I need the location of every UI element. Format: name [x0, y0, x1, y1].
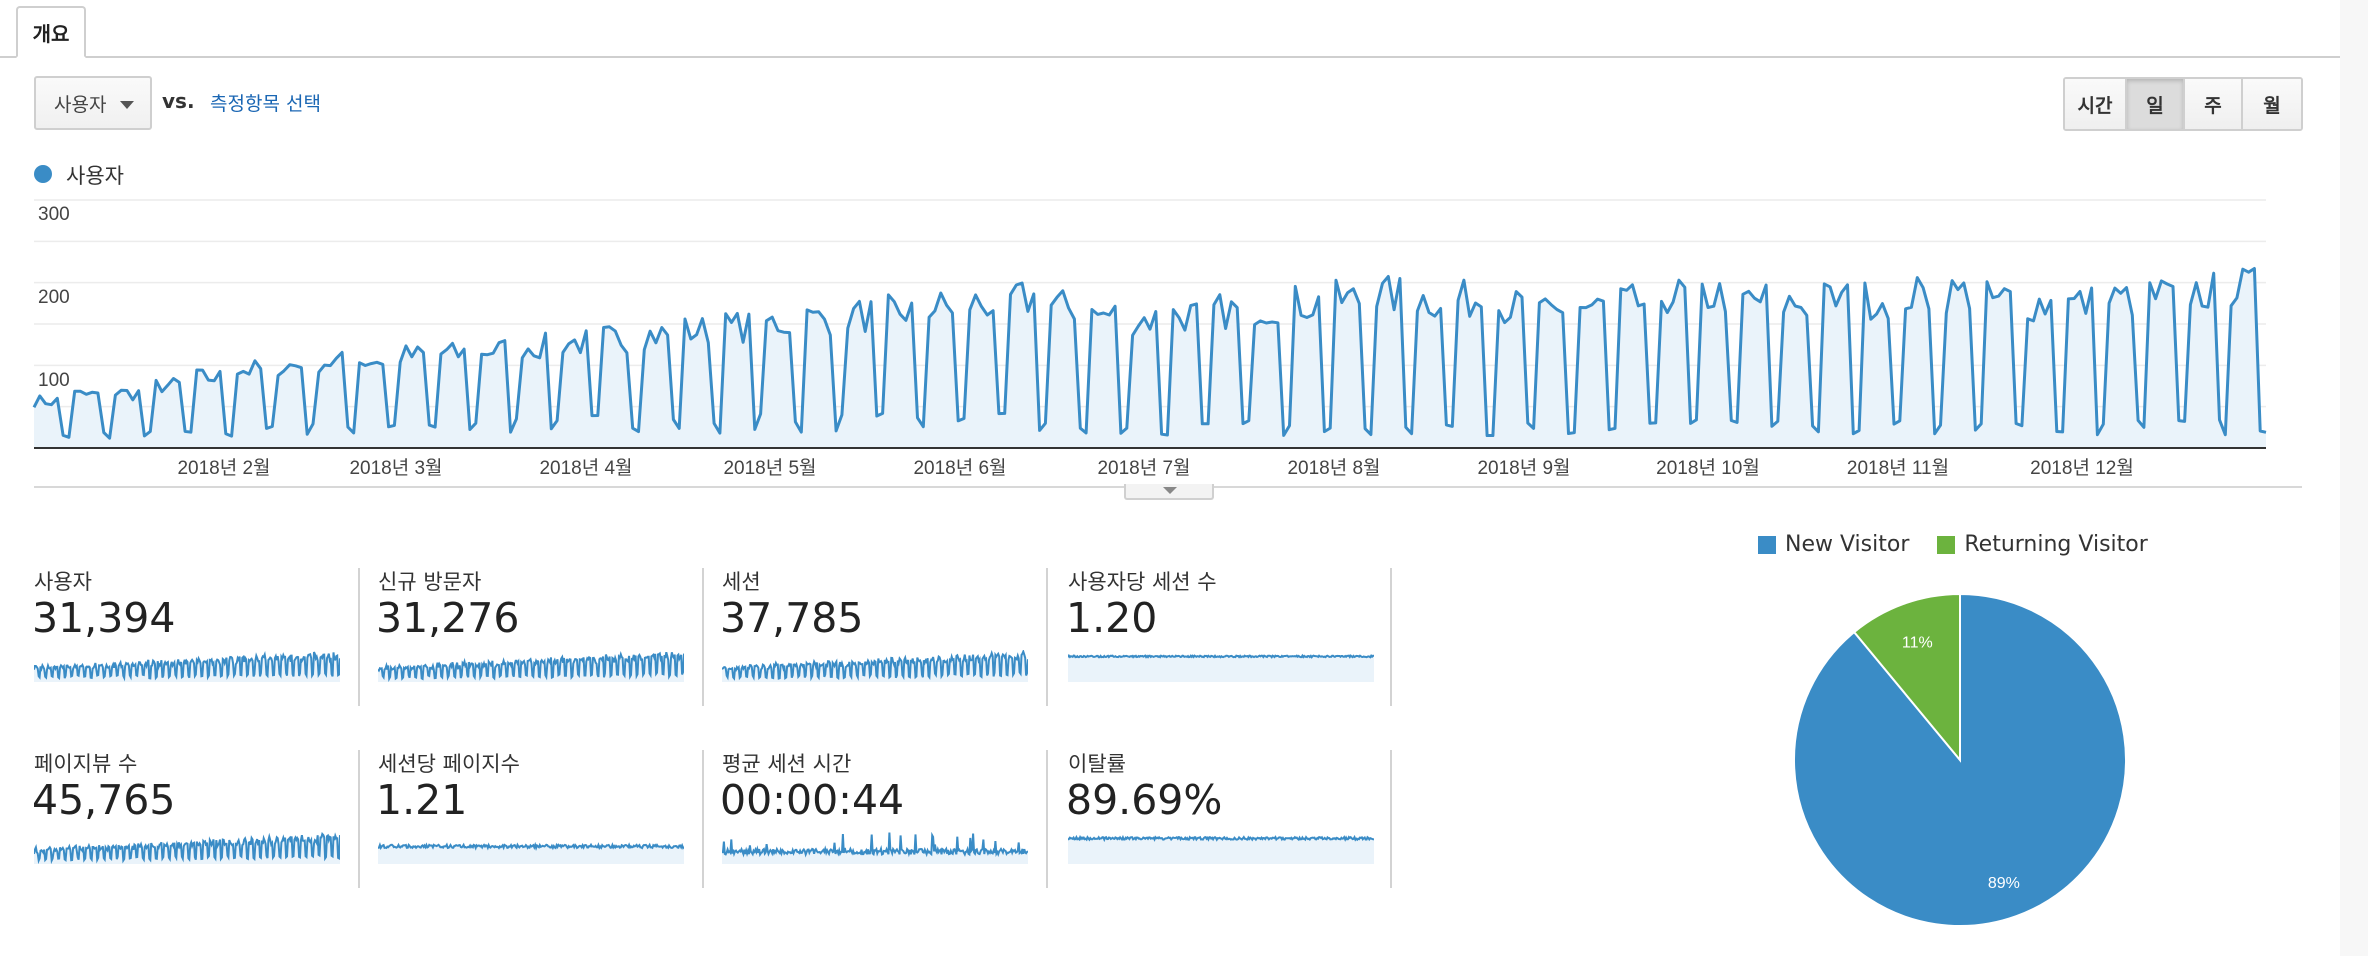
tab-bar: 개요 — [0, 0, 2340, 58]
x-tick-oct: 2018년 10월 — [1656, 457, 1760, 479]
sparkline-line — [722, 650, 1028, 682]
metric-value: 37,785 — [720, 594, 864, 642]
vs-label: vs. — [162, 89, 195, 113]
legend-label-returning-visitor: Returning Visitor — [1964, 532, 2148, 557]
card-divider — [702, 568, 704, 706]
y-tick-labels: 300 200 100 — [38, 204, 70, 391]
sparkline-area — [1068, 837, 1374, 864]
x-tick-mar: 2018년 3월 — [349, 457, 442, 479]
metric-title: 사용자당 세션 수 — [1068, 570, 1217, 594]
metric-value: 89.69% — [1066, 776, 1223, 824]
metric-title: 세션당 페이지수 — [378, 752, 520, 776]
metric-sparkline — [34, 832, 340, 864]
legend-swatch-returning-visitor — [1937, 535, 1956, 554]
sparkline-line — [1068, 834, 1374, 843]
x-tick-nov: 2018년 11월 — [1847, 457, 1949, 479]
sparkline-line — [34, 650, 340, 682]
chart-collapse-handle[interactable] — [1124, 484, 1214, 500]
y-tick-300: 300 — [38, 204, 70, 225]
sparkline-line — [378, 841, 684, 851]
page-scroll-gutter — [2340, 0, 2368, 956]
metric-select-label: 사용자 — [54, 93, 107, 116]
metric-sparkline — [722, 832, 1028, 864]
card-divider — [358, 568, 360, 706]
period-day-button[interactable]: 일 — [2125, 79, 2183, 129]
tab-overview[interactable]: 개요 — [16, 6, 86, 58]
metric-value: 1.21 — [376, 776, 468, 824]
metric-sparkline — [1068, 653, 1374, 682]
sparkline-area — [378, 844, 684, 864]
series-legend-label: 사용자 — [66, 164, 124, 188]
series-legend-dot — [34, 165, 52, 183]
x-tick-may: 2018년 5월 — [723, 457, 816, 479]
metric-sparkline — [34, 650, 340, 682]
pie-label-returning-visitor: 11% — [1902, 634, 1933, 651]
period-month-button[interactable]: 월 — [2241, 79, 2301, 129]
x-tick-aug: 2018년 8월 — [1287, 457, 1380, 479]
card-divider — [1390, 750, 1392, 888]
sparkline-area — [1068, 655, 1374, 682]
metric-title: 페이지뷰 수 — [34, 752, 138, 776]
metric-title: 세션 — [722, 570, 761, 594]
caret-down-icon — [120, 101, 134, 109]
metric-title: 신규 방문자 — [378, 570, 482, 594]
users-line — [32, 267, 2267, 440]
y-tick-100: 100 — [38, 370, 70, 391]
metric-sparkline — [378, 841, 684, 864]
users-area — [34, 268, 2266, 448]
period-week-button[interactable]: 주 — [2183, 79, 2241, 129]
period-toggle-group: 시간 일 주 월 — [2063, 77, 2303, 131]
legend-label-new-visitor: New Visitor — [1785, 532, 1910, 557]
x-tick-dec: 2018년 12월 — [2030, 457, 2134, 479]
x-tick-jul: 2018년 7월 — [1097, 457, 1190, 479]
metric-value: 1.20 — [1066, 594, 1158, 642]
metric-title: 사용자 — [34, 570, 92, 594]
legend-swatch-new-visitor — [1758, 535, 1776, 554]
x-tick-apr: 2018년 4월 — [539, 457, 632, 479]
y-tick-200: 200 — [38, 287, 70, 308]
metric-value: 00:00:44 — [720, 776, 905, 824]
metric-sparkline — [1068, 834, 1374, 864]
period-hour-button[interactable]: 시간 — [2065, 79, 2125, 129]
sparkline-area — [722, 832, 1028, 864]
pie-slice-returning-visitor[interactable] — [1852, 592, 1961, 763]
metric-value: 45,765 — [32, 776, 176, 824]
pie-legend: New Visitor Returning Visitor — [1758, 532, 2176, 557]
metric-title: 평균 세션 시간 — [722, 752, 852, 776]
sparkline-line — [378, 650, 684, 682]
x-tick-jun: 2018년 6월 — [913, 457, 1006, 479]
metric-sparkline — [378, 650, 684, 682]
x-tick-labels: 2018년 2월 2018년 3월 2018년 4월 2018년 5월 2018… — [177, 457, 2133, 479]
legend-returning-visitor[interactable]: Returning Visitor — [1937, 532, 2148, 557]
card-divider — [358, 750, 360, 888]
metric-sparkline — [722, 650, 1028, 682]
metric-value: 31,394 — [32, 594, 176, 642]
card-divider — [1046, 750, 1048, 888]
x-tick-sep: 2018년 9월 — [1477, 457, 1570, 479]
sparkline-line — [34, 832, 340, 864]
compare-metric-link[interactable]: 측정항목 선택 — [210, 93, 321, 115]
metric-select[interactable]: 사용자 — [34, 76, 152, 130]
sparkline-line — [722, 832, 1028, 858]
legend-new-visitor[interactable]: New Visitor — [1758, 532, 1909, 557]
x-tick-feb: 2018년 2월 — [177, 457, 270, 479]
metric-value: 31,276 — [376, 594, 520, 642]
card-divider — [702, 750, 704, 888]
visitor-type-pie-chart: 89% 11% — [1793, 592, 2127, 927]
pie-label-new-visitor: 89% — [1988, 875, 2020, 892]
card-divider — [1046, 568, 1048, 706]
users-line-chart: 300 200 100 2018년 2월 2018년 3월 2018년 4월 2… — [32, 199, 2267, 479]
chevron-down-icon — [1163, 487, 1177, 494]
card-divider — [1390, 568, 1392, 706]
metric-title: 이탈률 — [1068, 752, 1126, 776]
sparkline-line — [1068, 653, 1374, 659]
